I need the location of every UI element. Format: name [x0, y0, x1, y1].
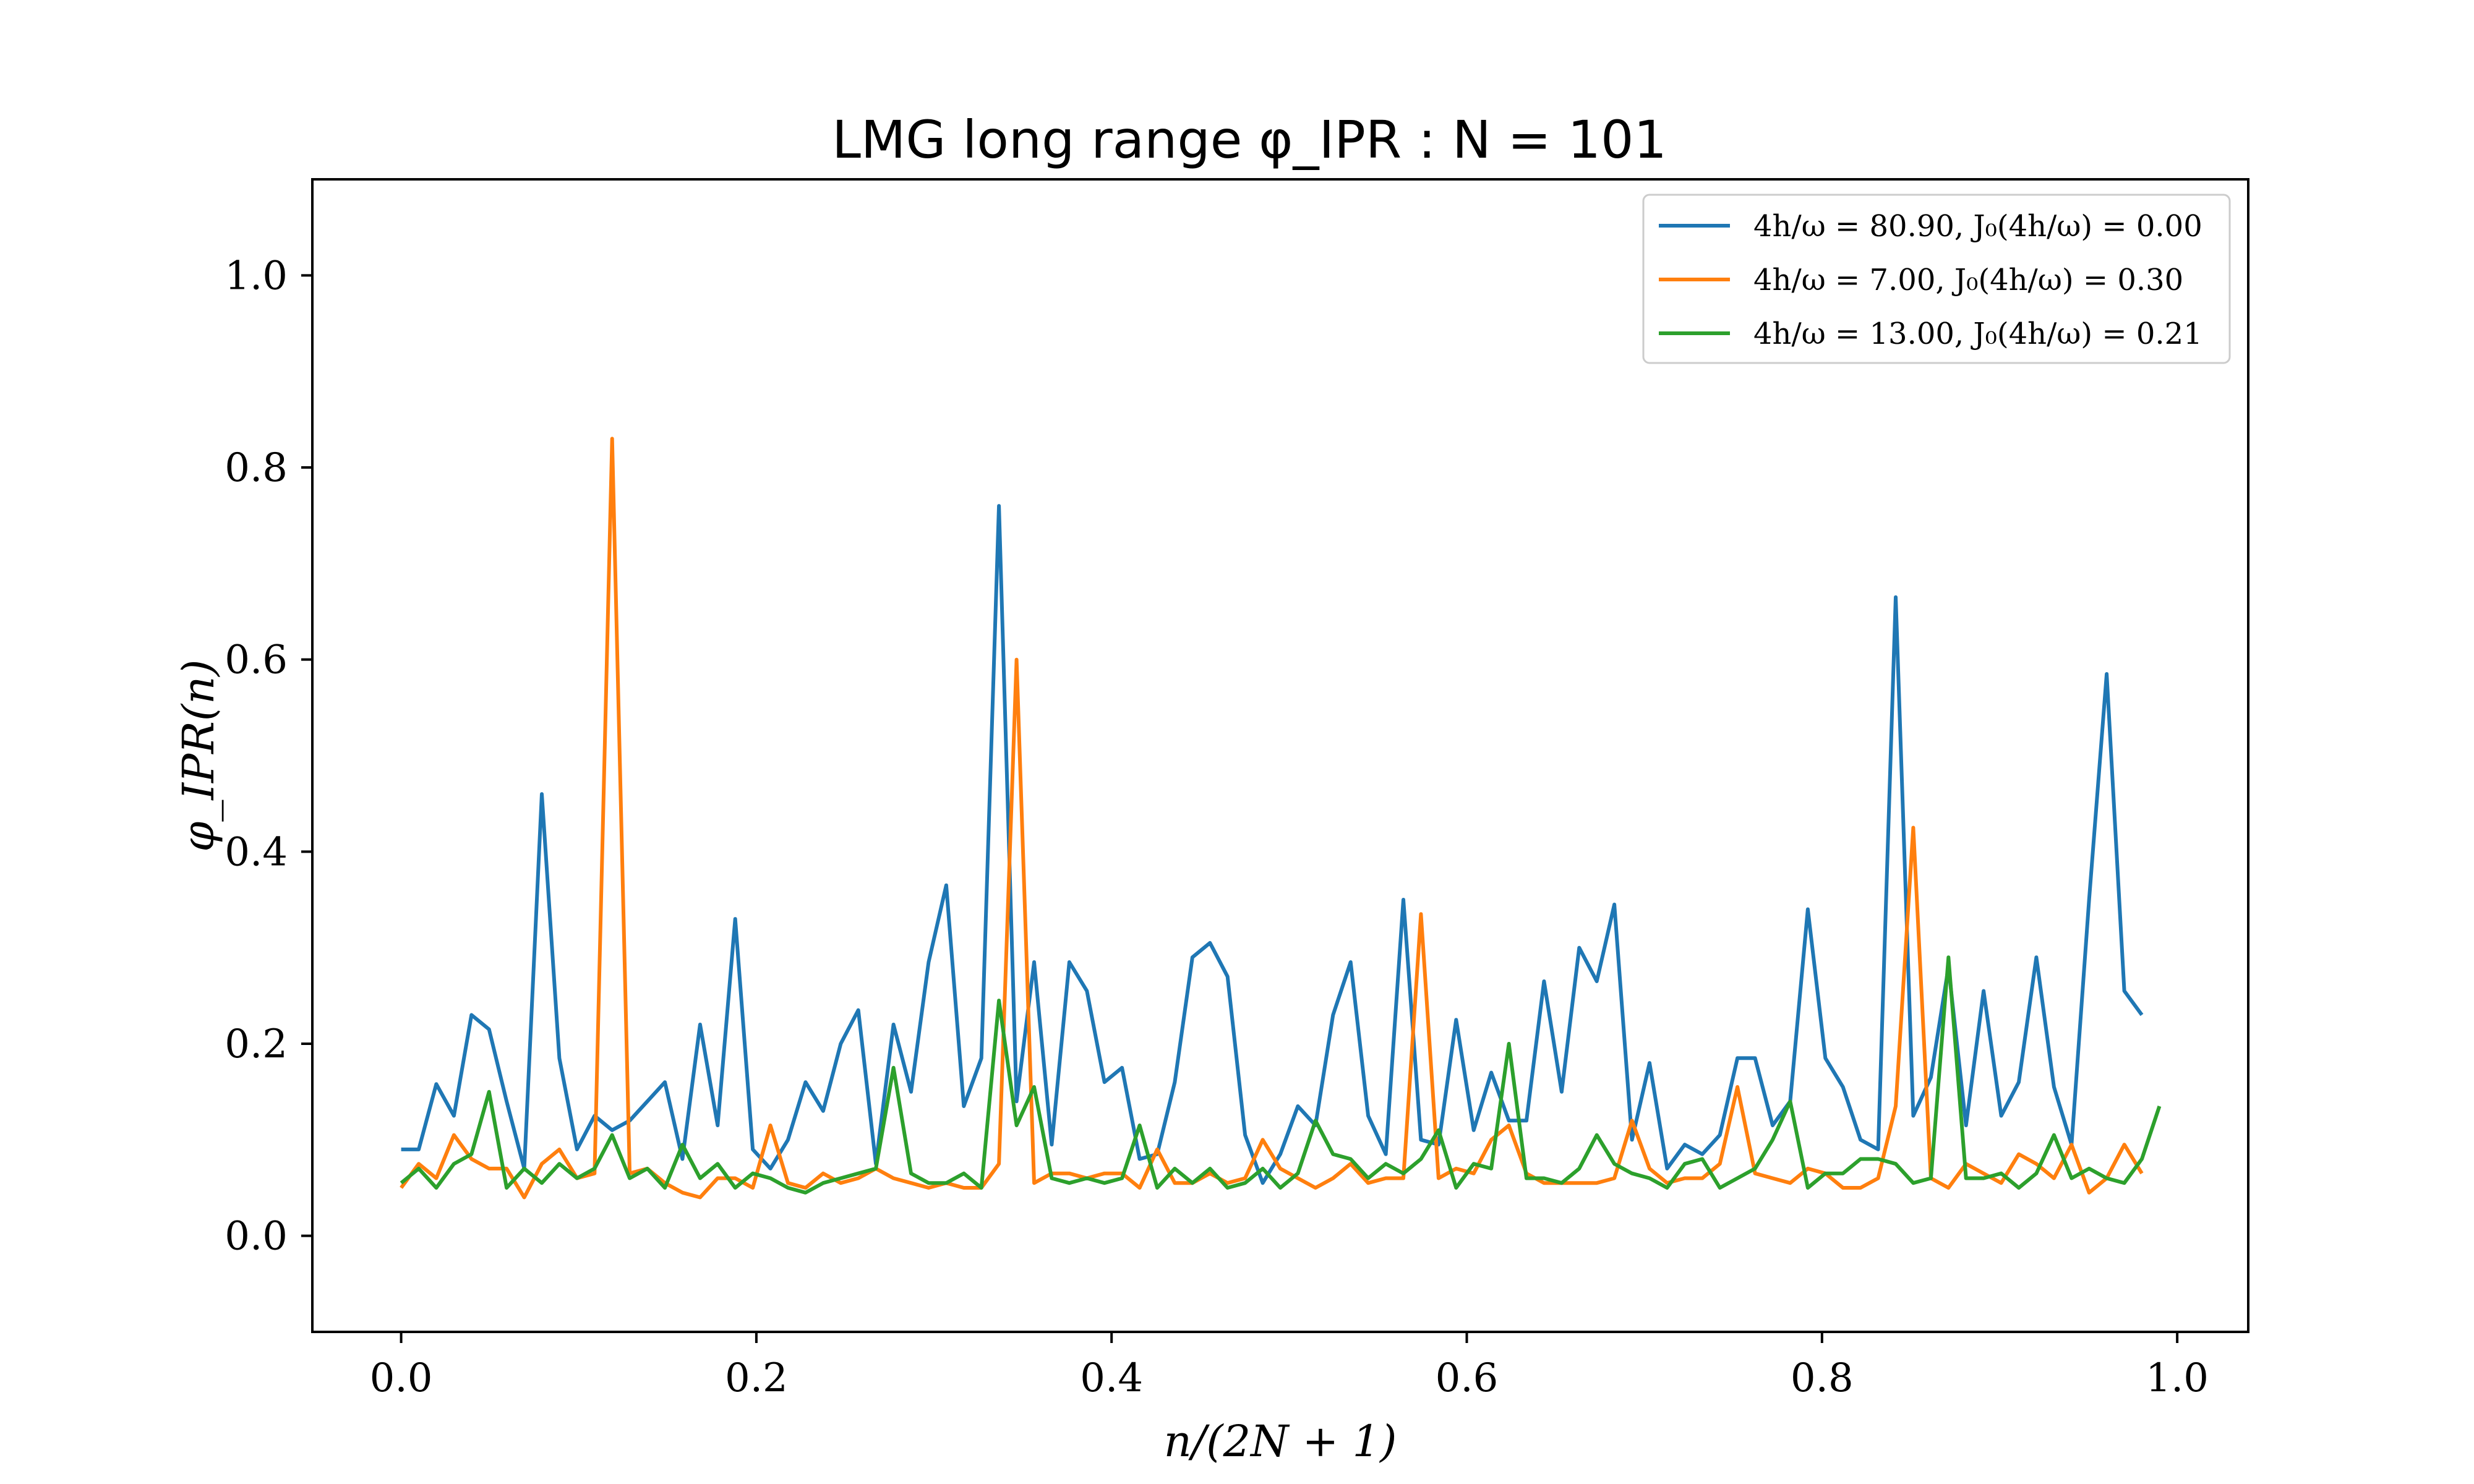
y-axis-ticks: 0.0 0.2 0.4 0.6 0.8 1.0 [225, 253, 312, 1260]
x-axis-ticks: 0.0 0.2 0.4 0.6 0.8 1.0 [370, 1332, 2209, 1401]
legend-entries: 4h/ω = 80.90, J₀(4h/ω) = 0.00 4h/ω = 7.00… [1659, 209, 2202, 351]
y-tick-label: 0.8 [225, 445, 288, 491]
x-tick-label: 0.2 [725, 1355, 788, 1401]
legend: 4h/ω = 80.90, J₀(4h/ω) = 0.00 4h/ω = 7.00… [1642, 194, 2231, 364]
x-tick-label: 0.6 [1436, 1355, 1499, 1401]
y-axis-label: φ_IPR(n) [173, 659, 224, 851]
legend-label-3: 4h/ω = 13.00, J₀(4h/ω) = 0.21 [1753, 317, 2202, 351]
legend-box [1642, 194, 2231, 364]
x-axis-label: n/(2N + 1) [1164, 1416, 1397, 1467]
y-tick-label: 0.2 [225, 1021, 288, 1067]
series-layer [400, 437, 2162, 1200]
plot-frame [311, 178, 2249, 1333]
x-tick-label: 1.0 [2146, 1355, 2209, 1401]
y-tick-label: 1.0 [225, 253, 288, 299]
x-tick-label: 0.4 [1080, 1355, 1143, 1401]
series-line-3 [400, 955, 2162, 1195]
plot-area [312, 179, 2248, 1332]
y-tick-label: 0.6 [225, 638, 288, 683]
chart-title: LMG long range φ_IPR : N = 101 [832, 109, 1667, 170]
series-line-2 [400, 437, 2144, 1200]
y-tick-label: 0.4 [225, 829, 288, 875]
x-tick-label: 0.0 [370, 1355, 433, 1401]
series-line-1 [401, 504, 2144, 1185]
legend-label-1: 4h/ω = 80.90, J₀(4h/ω) = 0.00 [1753, 209, 2202, 244]
y-tick-label: 0.0 [225, 1214, 288, 1260]
legend-label-2: 4h/ω = 7.00, J₀(4h/ω) = 0.30 [1753, 263, 2183, 297]
x-tick-label: 0.8 [1791, 1355, 1854, 1401]
